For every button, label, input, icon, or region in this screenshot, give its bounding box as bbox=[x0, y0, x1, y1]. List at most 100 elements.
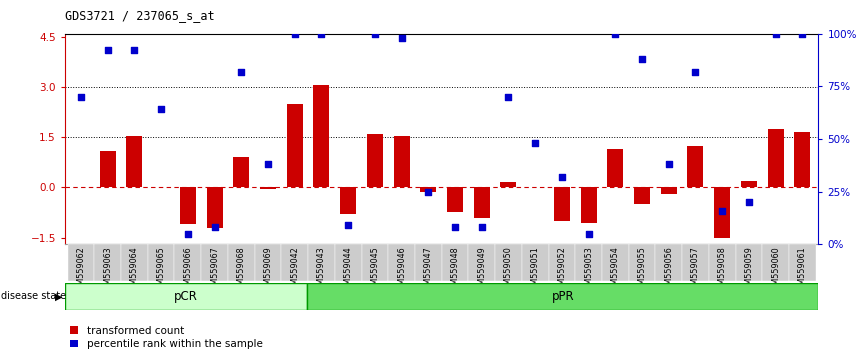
Bar bbox=[68, 244, 94, 281]
Text: GSM559046: GSM559046 bbox=[397, 246, 406, 295]
Point bbox=[74, 94, 88, 100]
Point bbox=[314, 31, 328, 36]
Point bbox=[609, 31, 623, 36]
Bar bbox=[228, 244, 255, 281]
Point bbox=[769, 31, 783, 36]
Bar bbox=[201, 244, 228, 281]
Text: GSM559063: GSM559063 bbox=[103, 246, 113, 295]
Bar bbox=[709, 244, 735, 281]
Point bbox=[742, 199, 756, 205]
Text: ▶: ▶ bbox=[55, 291, 62, 301]
Bar bbox=[741, 181, 757, 187]
Point bbox=[555, 174, 569, 180]
Text: GSM559064: GSM559064 bbox=[130, 246, 139, 295]
Text: GSM559045: GSM559045 bbox=[371, 246, 379, 295]
Bar bbox=[501, 182, 516, 187]
Bar bbox=[233, 157, 249, 187]
Bar bbox=[575, 244, 602, 281]
Bar bbox=[340, 187, 356, 214]
Text: GSM559055: GSM559055 bbox=[637, 246, 647, 295]
Bar bbox=[548, 244, 575, 281]
Text: GSM559052: GSM559052 bbox=[558, 246, 566, 295]
Text: pPR: pPR bbox=[552, 290, 574, 303]
Bar bbox=[442, 244, 469, 281]
Point bbox=[475, 224, 488, 230]
Text: GSM559047: GSM559047 bbox=[423, 246, 433, 295]
Bar bbox=[94, 244, 121, 281]
Text: GSM559042: GSM559042 bbox=[290, 246, 300, 295]
Bar bbox=[308, 244, 335, 281]
Text: GSM559051: GSM559051 bbox=[531, 246, 540, 295]
Point bbox=[395, 35, 409, 41]
Bar bbox=[688, 145, 703, 187]
Text: GSM559068: GSM559068 bbox=[236, 246, 246, 295]
Bar bbox=[714, 187, 730, 238]
Point bbox=[100, 48, 114, 53]
Bar bbox=[313, 85, 329, 187]
Point bbox=[715, 208, 729, 213]
Text: GSM559067: GSM559067 bbox=[210, 246, 219, 295]
Bar bbox=[602, 244, 629, 281]
Point bbox=[288, 31, 301, 36]
Bar bbox=[474, 187, 490, 217]
Bar bbox=[794, 132, 811, 187]
Text: GSM559044: GSM559044 bbox=[344, 246, 352, 295]
Bar bbox=[495, 244, 522, 281]
Bar bbox=[174, 244, 201, 281]
Bar bbox=[388, 244, 415, 281]
Text: GSM559061: GSM559061 bbox=[798, 246, 807, 295]
Bar bbox=[762, 244, 789, 281]
Bar bbox=[629, 244, 656, 281]
Text: GSM559057: GSM559057 bbox=[691, 246, 700, 295]
Bar bbox=[682, 244, 709, 281]
Text: GSM559065: GSM559065 bbox=[157, 246, 165, 295]
Text: GDS3721 / 237065_s_at: GDS3721 / 237065_s_at bbox=[65, 9, 215, 22]
Point bbox=[127, 48, 141, 53]
Bar bbox=[607, 149, 624, 187]
Point bbox=[501, 94, 515, 100]
Text: GSM559069: GSM559069 bbox=[263, 246, 273, 295]
Bar bbox=[260, 187, 276, 189]
Bar bbox=[307, 283, 818, 310]
Bar bbox=[735, 244, 762, 281]
Point bbox=[181, 231, 195, 236]
Point bbox=[662, 161, 675, 167]
Bar bbox=[361, 244, 388, 281]
Bar bbox=[335, 244, 361, 281]
Bar bbox=[580, 187, 597, 223]
Bar bbox=[100, 151, 116, 187]
Text: GSM559048: GSM559048 bbox=[450, 246, 460, 295]
Bar bbox=[255, 244, 281, 281]
Bar bbox=[522, 244, 548, 281]
Bar bbox=[287, 104, 303, 187]
Text: GSM559049: GSM559049 bbox=[477, 246, 486, 295]
Text: GSM559060: GSM559060 bbox=[771, 246, 780, 295]
Text: GSM559058: GSM559058 bbox=[718, 246, 727, 295]
Legend: transformed count, percentile rank within the sample: transformed count, percentile rank withi… bbox=[70, 326, 262, 349]
Bar bbox=[367, 134, 383, 187]
Point bbox=[635, 56, 649, 62]
Bar bbox=[661, 187, 676, 194]
Point bbox=[795, 31, 809, 36]
Bar bbox=[767, 129, 784, 187]
Bar bbox=[180, 187, 196, 224]
Bar bbox=[469, 244, 495, 281]
Bar bbox=[281, 244, 308, 281]
Bar bbox=[447, 187, 463, 212]
Point bbox=[341, 222, 355, 228]
Bar bbox=[148, 244, 174, 281]
Point bbox=[582, 231, 596, 236]
Bar bbox=[415, 244, 442, 281]
Point bbox=[261, 161, 275, 167]
Point bbox=[235, 69, 249, 74]
Text: GSM559066: GSM559066 bbox=[184, 246, 192, 295]
Text: GSM559059: GSM559059 bbox=[745, 246, 753, 295]
Point bbox=[448, 224, 462, 230]
Bar bbox=[554, 187, 570, 221]
Bar bbox=[65, 283, 307, 310]
Point bbox=[368, 31, 382, 36]
Bar bbox=[393, 136, 410, 187]
Text: GSM559054: GSM559054 bbox=[611, 246, 620, 295]
Point bbox=[154, 107, 168, 112]
Text: GSM559043: GSM559043 bbox=[317, 246, 326, 295]
